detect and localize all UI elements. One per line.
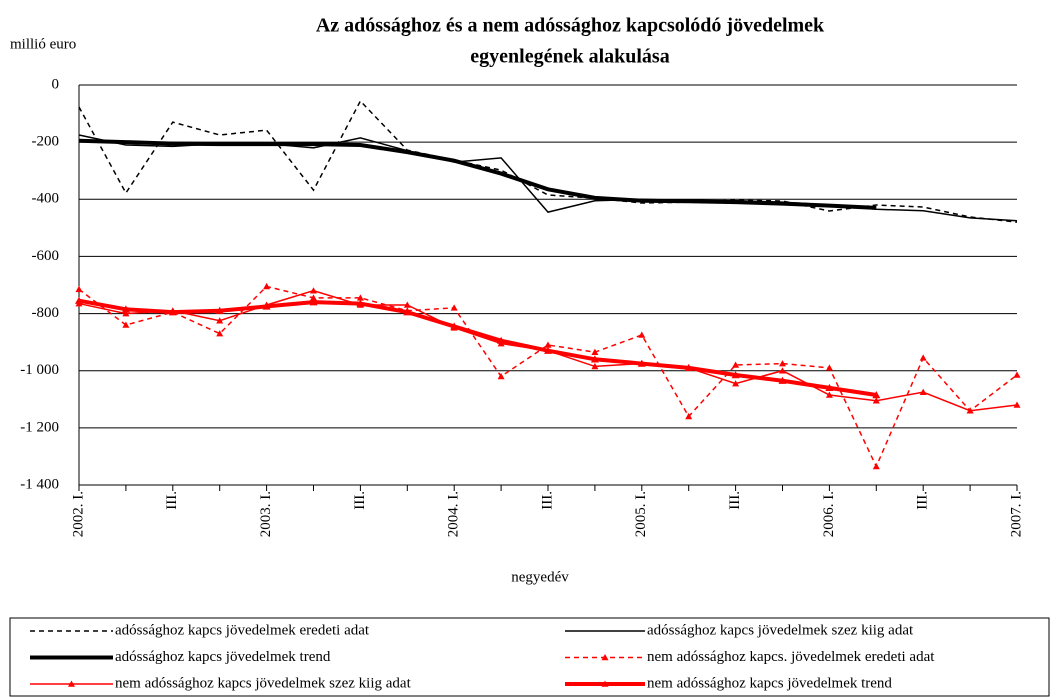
marker <box>544 341 552 348</box>
marker <box>356 294 364 301</box>
marker <box>591 348 599 355</box>
marker <box>919 388 927 395</box>
x-tick-label: 2005. I. <box>633 491 649 537</box>
marker <box>966 407 974 414</box>
series-line <box>78 298 877 397</box>
marker <box>590 355 599 363</box>
y-tick-label: -600 <box>32 248 60 264</box>
legend-label: adóssághoz kapcs jövedelmek trend <box>115 649 331 665</box>
x-tick-label: III. <box>539 491 555 510</box>
marker <box>309 298 318 306</box>
marker <box>732 380 740 387</box>
legend-label: nem adóssághoz kapcs. jövedelmek eredeti… <box>647 649 935 665</box>
x-tick-label: 2007. I. <box>1008 491 1024 537</box>
x-tick-label: III. <box>727 491 743 510</box>
marker <box>497 336 506 344</box>
marker <box>403 301 411 308</box>
marker <box>638 331 646 338</box>
legend-box <box>9 617 1050 697</box>
y-tick-label: -1 200 <box>20 419 59 435</box>
x-tick-label: 2004. I. <box>446 491 462 537</box>
series-line <box>78 99 1018 223</box>
x-tick-label: 2006. I. <box>821 491 837 537</box>
marker <box>356 299 365 307</box>
x-tick-label: 2002. I. <box>70 491 86 537</box>
marker <box>779 360 786 367</box>
marker <box>497 372 505 380</box>
marker <box>779 367 786 374</box>
marker <box>685 412 693 420</box>
y-axis-label: millió euro <box>10 36 76 52</box>
marker <box>122 310 130 317</box>
legend-label: nem adóssághoz kapcs jövedelmek szez kii… <box>115 675 412 691</box>
marker <box>544 346 552 354</box>
y-tick-label: -1 400 <box>20 476 59 492</box>
marker <box>310 287 317 294</box>
marker <box>872 397 880 404</box>
y-tick-label: -800 <box>32 305 60 321</box>
marker <box>403 308 412 316</box>
marker <box>215 306 224 314</box>
marker <box>872 462 880 470</box>
marker <box>591 362 599 370</box>
series-line <box>78 285 1018 469</box>
marker <box>872 391 881 399</box>
marker <box>450 304 458 311</box>
marker <box>262 302 271 310</box>
legend-marker <box>68 680 75 687</box>
marker <box>825 364 833 371</box>
legend-marker <box>601 654 609 661</box>
y-tick-label: -1 000 <box>20 362 59 378</box>
chart-title: Az adóssághoz és a nem adóssághoz kapcso… <box>316 15 825 37</box>
marker <box>75 296 83 304</box>
marker <box>919 354 927 361</box>
legend-label: adóssághoz kapcs jövedelmek szez kiig ad… <box>647 622 914 638</box>
y-tick-label: -200 <box>32 134 60 150</box>
y-tick-label: 0 <box>52 76 60 92</box>
marker <box>825 391 833 398</box>
marker <box>684 363 693 372</box>
marker <box>216 330 224 337</box>
marker <box>122 321 130 328</box>
marker <box>310 294 317 301</box>
legend-label: adóssághoz kapcs jövedelmek eredeti adat <box>115 622 370 638</box>
series-line <box>78 138 877 210</box>
legend-label: nem adóssághoz kapcs jövedelmek trend <box>647 675 892 691</box>
marker <box>263 282 271 290</box>
marker <box>1013 371 1021 378</box>
marker <box>731 371 740 379</box>
marker <box>75 285 83 293</box>
chart-title: egyenlegének alakulása <box>470 46 669 68</box>
marker <box>121 305 130 313</box>
marker <box>637 359 646 367</box>
x-tick-label: 2003. I. <box>258 491 274 537</box>
marker <box>778 376 787 384</box>
marker <box>1013 401 1021 408</box>
legend-marker <box>601 680 609 687</box>
marker <box>450 322 459 330</box>
marker <box>216 317 224 324</box>
x-tick-label: III. <box>915 491 931 510</box>
marker <box>168 308 177 316</box>
marker <box>825 383 834 392</box>
x-tick-label: III. <box>352 491 368 510</box>
y-tick-label: -400 <box>32 191 60 207</box>
x-axis-label: negyedév <box>511 569 569 585</box>
x-tick-label: III. <box>164 491 180 510</box>
marker <box>732 361 740 368</box>
